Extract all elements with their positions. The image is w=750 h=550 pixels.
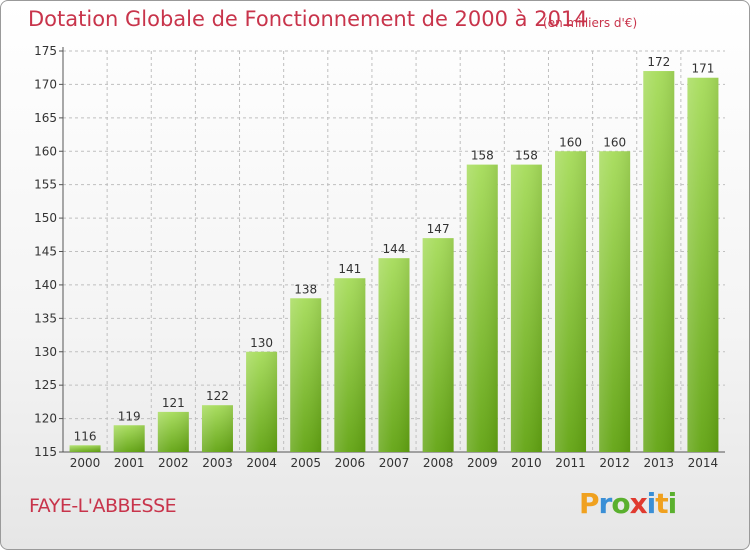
data-label: 119 [118, 409, 141, 423]
logo-letter: o [611, 487, 630, 520]
data-label: 116 [74, 429, 97, 443]
data-label: 160 [559, 135, 582, 149]
bar-highlight [246, 351, 278, 452]
bar-highlight [290, 298, 322, 452]
data-label: 144 [383, 242, 406, 256]
y-tick-label: 150 [34, 211, 57, 225]
bar-highlight [599, 151, 631, 452]
bar-highlight [378, 258, 410, 452]
logo-letter: P [579, 487, 600, 520]
data-label: 158 [471, 149, 494, 163]
x-tick-label: 2009 [467, 456, 498, 470]
commune-name: FAYE-L'ABBESSE [29, 495, 177, 517]
bar-highlight [643, 71, 675, 453]
bar-highlight [687, 77, 719, 452]
value-labels: 116 119 121 122 130 138 141 144 147 158 158 160 160 1… [74, 55, 715, 443]
y-tick-label: 140 [34, 278, 57, 292]
bar-highlight [510, 164, 542, 452]
chart-subtitle: (en milliers d'€) [543, 16, 638, 30]
logo-letter: i [667, 487, 678, 520]
data-label: 138 [294, 282, 317, 296]
x-tick-label: 2002 [158, 456, 189, 470]
x-tick-label: 2013 [644, 456, 675, 470]
x-tick-label: 2010 [511, 456, 542, 470]
y-tick-label: 125 [34, 378, 57, 392]
logo-letter: x [629, 487, 648, 520]
chart-title: Dotation Globale de Fonctionnement de 20… [28, 7, 588, 31]
bar-highlight [555, 151, 587, 452]
x-tick-label: 2008 [423, 456, 454, 470]
y-tick-label: 130 [34, 345, 57, 359]
data-label: 130 [250, 336, 273, 350]
x-tick-label: 2004 [246, 456, 277, 470]
y-tick-label: 160 [34, 144, 57, 158]
x-tick-label: 2007 [379, 456, 410, 470]
bar-highlight [201, 405, 233, 452]
y-tick-label: 115 [34, 445, 57, 459]
bar-highlight [157, 411, 189, 452]
data-label: 172 [647, 55, 670, 69]
x-tick-label: 2000 [70, 456, 101, 470]
data-label: 121 [162, 396, 185, 410]
data-label: 141 [338, 262, 361, 276]
y-tick-label: 165 [34, 111, 57, 125]
x-tick-label: 2005 [290, 456, 321, 470]
axes: 115 120 125 130 135 140 145 150 155 160 165 170 175 2… [34, 44, 725, 470]
data-label: 122 [206, 389, 229, 403]
y-tick-label: 155 [34, 178, 57, 192]
logo-letter: t [655, 487, 668, 520]
data-label: 171 [691, 62, 714, 76]
bar-highlight [334, 278, 366, 452]
bar-highlight [113, 425, 145, 452]
bar-highlight [466, 164, 498, 452]
x-tick-label: 2003 [202, 456, 233, 470]
data-label: 160 [603, 135, 626, 149]
proxiti-logo[interactable]: Proxiti [579, 487, 678, 520]
data-label: 147 [427, 222, 450, 236]
bar-highlight [422, 238, 454, 452]
logo-letter: r [598, 487, 613, 520]
y-tick-label: 175 [34, 44, 57, 58]
x-tick-label: 2011 [555, 456, 586, 470]
x-tick-label: 2006 [335, 456, 366, 470]
y-tick-label: 120 [34, 412, 57, 426]
y-tick-label: 135 [34, 311, 57, 325]
bar-highlight [69, 445, 101, 452]
bars [69, 71, 719, 453]
x-tick-label: 2001 [114, 456, 145, 470]
x-tick-label: 2012 [599, 456, 630, 470]
x-tick-label: 2014 [688, 456, 719, 470]
y-tick-label: 170 [34, 77, 57, 91]
data-label: 158 [515, 149, 538, 163]
y-tick-label: 145 [34, 245, 57, 259]
logo-letter: i [646, 487, 657, 520]
